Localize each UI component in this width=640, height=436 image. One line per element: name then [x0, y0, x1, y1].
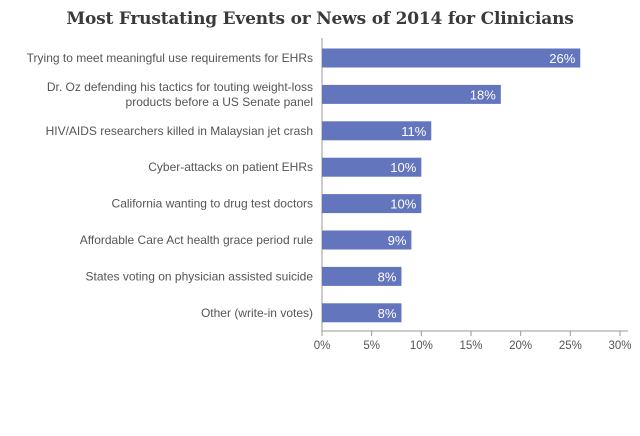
- bar: [322, 48, 581, 68]
- bar-data-label: 8%: [378, 306, 397, 321]
- bar-data-label: 10%: [390, 197, 416, 212]
- category-label: Dr. Oz defending his tactics for touting…: [47, 80, 313, 109]
- category-label: California wanting to drug test doctors: [112, 197, 313, 211]
- bar-data-label: 8%: [378, 269, 397, 284]
- x-tick-label: 30%: [608, 340, 631, 352]
- bar-data-label: 26%: [549, 51, 575, 66]
- bar: [322, 157, 422, 177]
- chart-title: Most Frustating Events or News of 2014 f…: [66, 9, 574, 29]
- bar: [322, 194, 422, 214]
- x-tick-label: 5%: [363, 340, 380, 352]
- x-tick-label: 0%: [314, 340, 331, 352]
- bar: [322, 121, 432, 141]
- bar-data-label: 11%: [401, 124, 426, 139]
- x-tick-label: 10%: [410, 340, 433, 352]
- x-tick-label: 15%: [459, 340, 482, 352]
- bar-data-label: 10%: [390, 160, 416, 175]
- category-label: States voting on physician assisted suic…: [86, 269, 314, 283]
- category-label: Trying to meet meaningful use requiremen…: [27, 51, 313, 65]
- x-tick-label: 25%: [559, 340, 582, 352]
- category-label: Other (write-in votes): [201, 306, 313, 320]
- bar: [322, 266, 402, 286]
- bar-data-label: 18%: [470, 87, 496, 102]
- bar-data-label: 9%: [388, 233, 407, 248]
- x-tick-label: 20%: [509, 340, 532, 352]
- category-label: HIV/AIDS researchers killed in Malaysian…: [46, 124, 313, 138]
- bar: [322, 230, 412, 250]
- bar: [322, 84, 501, 104]
- category-label: Affordable Care Act health grace period …: [80, 233, 314, 247]
- bar: [322, 303, 402, 323]
- category-label: Cyber-attacks on patient EHRs: [148, 160, 313, 174]
